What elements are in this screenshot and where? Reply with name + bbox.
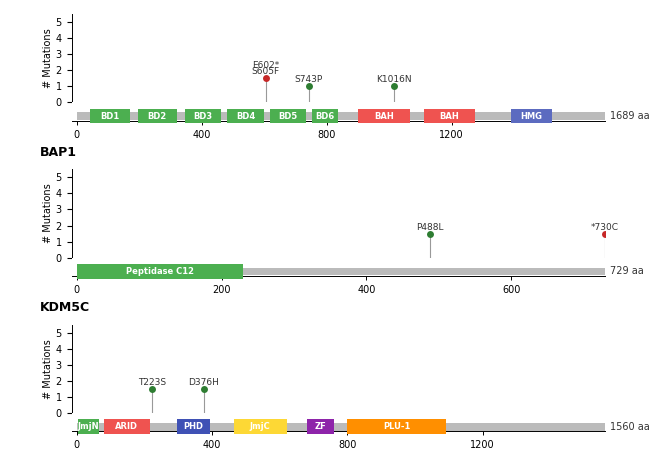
FancyBboxPatch shape	[185, 109, 220, 123]
FancyBboxPatch shape	[227, 109, 265, 123]
FancyBboxPatch shape	[79, 419, 99, 434]
FancyBboxPatch shape	[307, 419, 334, 434]
Text: BD5: BD5	[278, 111, 298, 121]
Text: BD2: BD2	[148, 111, 167, 121]
Text: JmjC: JmjC	[250, 422, 270, 431]
Text: T223S: T223S	[138, 378, 166, 387]
Text: D376H: D376H	[188, 378, 220, 387]
Text: BAP1: BAP1	[40, 146, 77, 159]
Text: ARID: ARID	[115, 422, 138, 431]
Text: KDM5C: KDM5C	[40, 301, 90, 314]
Text: BD1: BD1	[100, 111, 120, 121]
FancyBboxPatch shape	[270, 109, 306, 123]
Text: BAH: BAH	[374, 111, 394, 121]
Text: HMG: HMG	[521, 111, 542, 121]
Y-axis label: # Mutations: # Mutations	[43, 28, 53, 88]
Text: 729 aa: 729 aa	[610, 267, 644, 276]
Text: E602*: E602*	[252, 61, 280, 70]
Text: BAH: BAH	[439, 111, 460, 121]
FancyBboxPatch shape	[77, 267, 605, 275]
Y-axis label: # Mutations: # Mutations	[43, 184, 53, 243]
Text: P488L: P488L	[416, 223, 444, 232]
FancyBboxPatch shape	[138, 109, 177, 123]
Text: BD3: BD3	[193, 111, 212, 121]
Text: ZF: ZF	[315, 422, 326, 431]
FancyBboxPatch shape	[424, 109, 475, 123]
FancyBboxPatch shape	[77, 423, 605, 431]
Text: *730C: *730C	[590, 223, 619, 232]
Text: 1560 aa: 1560 aa	[610, 422, 649, 432]
Text: S743P: S743P	[295, 75, 323, 84]
Text: PHD: PHD	[183, 422, 203, 431]
Text: PLU-1: PLU-1	[383, 422, 410, 431]
Text: K1016N: K1016N	[376, 75, 412, 84]
Text: Peptidase C12: Peptidase C12	[126, 267, 194, 276]
Text: 1689 aa: 1689 aa	[610, 111, 649, 121]
FancyBboxPatch shape	[358, 109, 410, 123]
Text: PBRM1: PBRM1	[40, 0, 89, 3]
FancyBboxPatch shape	[312, 109, 337, 123]
Text: BD4: BD4	[236, 111, 255, 121]
FancyBboxPatch shape	[347, 419, 445, 434]
Y-axis label: # Mutations: # Mutations	[43, 339, 53, 399]
FancyBboxPatch shape	[90, 109, 130, 123]
FancyBboxPatch shape	[511, 109, 552, 123]
Text: JmjN: JmjN	[78, 422, 99, 431]
FancyBboxPatch shape	[234, 419, 287, 434]
FancyBboxPatch shape	[77, 112, 605, 120]
Text: BD6: BD6	[315, 111, 334, 121]
FancyBboxPatch shape	[104, 419, 150, 434]
FancyBboxPatch shape	[77, 264, 243, 279]
Text: S605F: S605F	[252, 67, 280, 76]
FancyBboxPatch shape	[177, 419, 211, 434]
